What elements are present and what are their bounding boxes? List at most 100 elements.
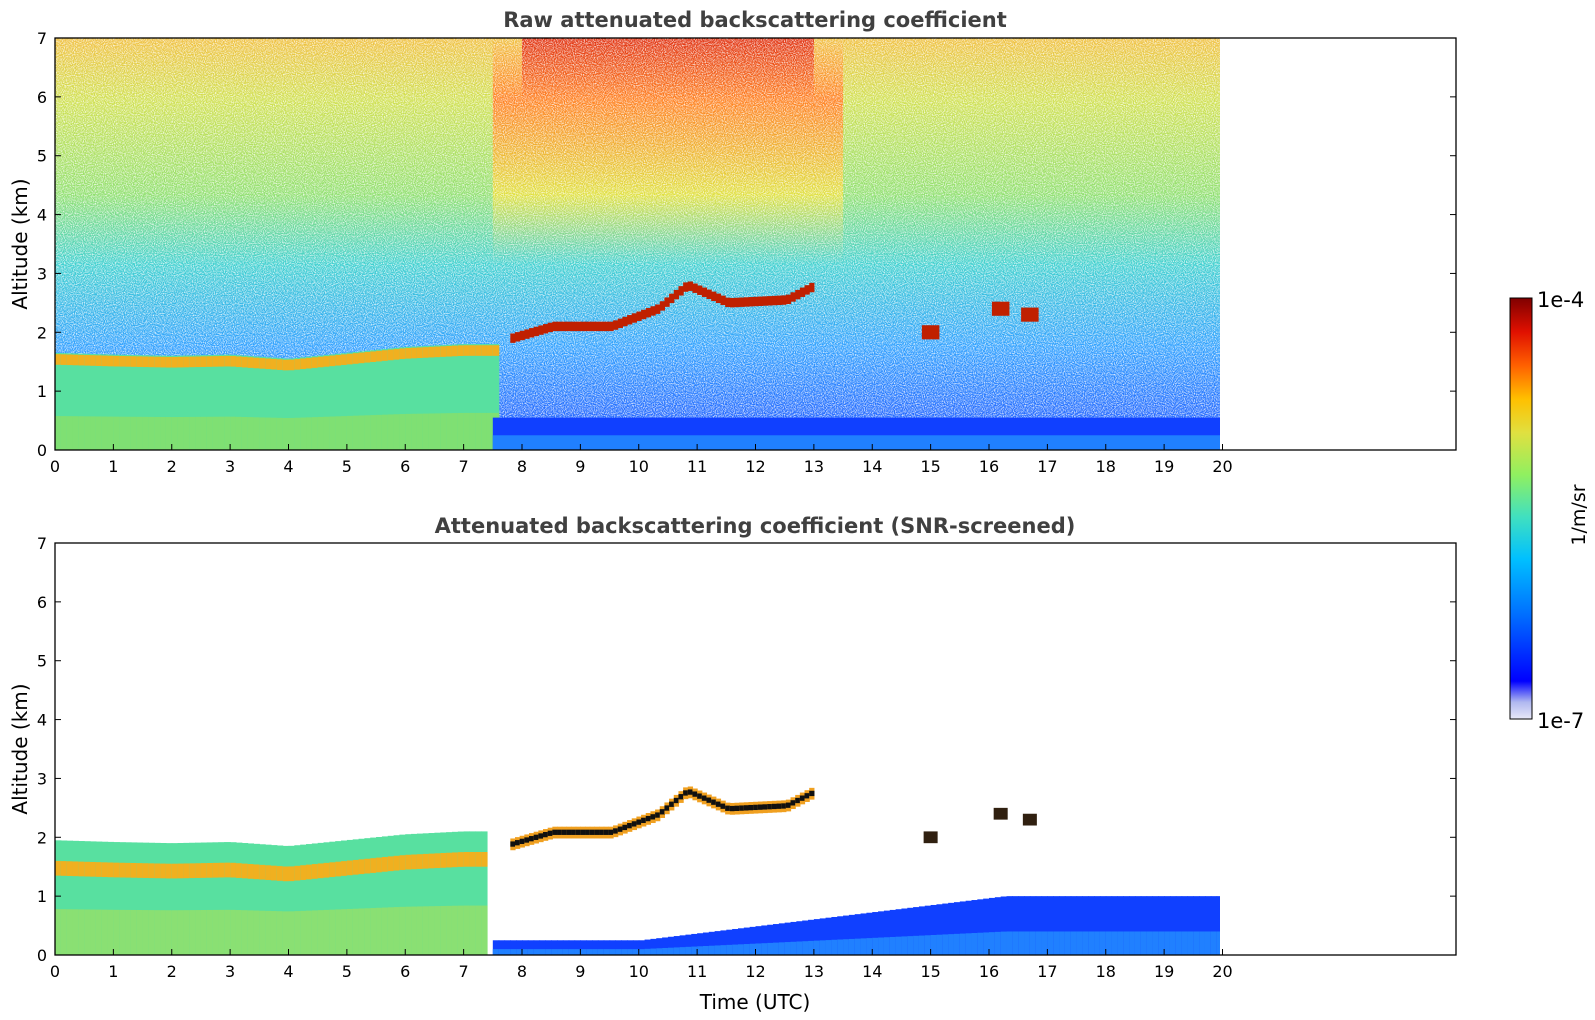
boundary-layer-top	[171, 356, 179, 368]
boundary-layer-lower	[113, 416, 120, 450]
boundary-layer	[428, 345, 436, 450]
boundary-layer	[235, 355, 243, 450]
low-layer-base	[708, 945, 716, 955]
elevated-layer	[599, 321, 605, 332]
low-layer-base	[504, 949, 511, 955]
boundary-layer	[142, 355, 149, 450]
boundary-layer-top	[411, 347, 418, 359]
low-layer-base	[615, 949, 622, 955]
low-layer	[1006, 896, 1013, 955]
boundary-layer-top	[405, 854, 412, 870]
low-layer-base	[1088, 931, 1095, 955]
boundary-layer-lower	[475, 412, 482, 450]
boundary-layer-top	[457, 852, 465, 867]
x-tick-label: 19	[1154, 457, 1174, 476]
boundary-layer-top	[434, 346, 441, 358]
boundary-layer-top	[463, 345, 471, 356]
low-layer	[1134, 896, 1142, 955]
boundary-layer-top	[393, 855, 400, 871]
boundary-layer	[311, 356, 319, 450]
low-layer-base	[1134, 931, 1142, 955]
x-tick-label: 13	[804, 457, 824, 476]
elevated-layer	[790, 292, 796, 302]
elevated-layer	[585, 321, 591, 332]
elevated-layer	[603, 829, 609, 835]
boundary-layer	[142, 842, 149, 955]
boundary-layer-lower	[411, 413, 418, 450]
y-tick-label: 5	[37, 147, 47, 166]
y-tick-label: 4	[37, 206, 47, 225]
low-layer-base	[755, 943, 762, 955]
boundary-layer-top	[434, 853, 441, 869]
boundary-layer-top	[95, 355, 103, 366]
x-tick-label: 4	[283, 457, 293, 476]
low-layer	[586, 940, 593, 955]
low-layer	[965, 900, 973, 955]
boundary-layer-lower	[101, 416, 109, 450]
boundary-layer	[154, 355, 161, 450]
boundary-layer-top	[451, 852, 459, 868]
low-layer-base	[743, 944, 751, 955]
boundary-layer	[195, 355, 202, 450]
elevated-layer	[636, 819, 642, 825]
boundary-layer	[165, 843, 173, 955]
elevated-layer	[631, 313, 637, 323]
y-tick-label: 2	[37, 828, 47, 847]
boundary-layer-top	[276, 866, 284, 881]
boundary-layer-lower	[154, 910, 161, 955]
low-layer	[1059, 896, 1066, 955]
boundary-layer-top	[72, 354, 79, 366]
boundary-layer-lower	[335, 909, 342, 955]
boundary-layer-top	[393, 349, 400, 360]
boundary-layer-lower	[125, 909, 132, 955]
elevated-layer	[804, 793, 810, 799]
elevated-layer	[514, 332, 521, 342]
x-tick-label: 8	[517, 962, 527, 981]
boundary-layer-top	[259, 358, 266, 369]
boundary-layer	[206, 355, 214, 450]
boundary-layer-top	[235, 863, 243, 878]
boundary-layer	[177, 355, 185, 450]
low-layer-base	[562, 949, 570, 955]
boundary-layer-top	[90, 355, 97, 366]
boundary-layer-lower	[265, 910, 272, 955]
boundary-layer-lower	[311, 910, 319, 955]
boundary-layer-lower	[405, 413, 412, 450]
boundary-layer	[60, 353, 68, 450]
elevated-layer	[519, 838, 525, 845]
boundary-layer	[370, 837, 377, 955]
low-layer-base	[1129, 931, 1136, 955]
low-layer-base	[918, 935, 926, 955]
low-layer	[691, 933, 698, 955]
low-layer-base	[702, 946, 710, 955]
isolated-feature	[921, 325, 940, 340]
boundary-layer-top	[195, 863, 202, 878]
low-layer-base	[942, 934, 949, 955]
boundary-layer-lower	[78, 909, 85, 955]
elevated-layer	[725, 805, 731, 811]
boundary-layer-top	[335, 354, 342, 366]
x-tick-label: 4	[283, 962, 293, 981]
boundary-layer-lower	[160, 416, 167, 450]
low-layer	[1105, 896, 1113, 955]
boundary-layer-top	[311, 864, 319, 879]
low-layer-base	[574, 949, 581, 955]
elevated-layer	[641, 309, 647, 320]
boundary-layer	[422, 833, 430, 955]
boundary-layer-top	[416, 854, 424, 869]
x-tick-label: 3	[225, 962, 235, 981]
boundary-layer	[411, 346, 418, 450]
boundary-layer	[294, 357, 301, 450]
x-tick-label: 19	[1154, 962, 1174, 981]
boundary-layer-top	[475, 345, 482, 356]
elevated-layer	[753, 296, 759, 307]
boundary-layer	[125, 842, 132, 955]
boundary-layer-lower	[457, 905, 465, 955]
boundary-layer-top	[364, 858, 371, 874]
boundary-layer	[346, 352, 354, 450]
low-layer-base	[843, 939, 850, 955]
boundary-layer-top	[119, 356, 126, 367]
low-layer-base	[784, 942, 792, 955]
low-layer-base	[650, 948, 657, 955]
boundary-layer-top	[422, 853, 430, 869]
